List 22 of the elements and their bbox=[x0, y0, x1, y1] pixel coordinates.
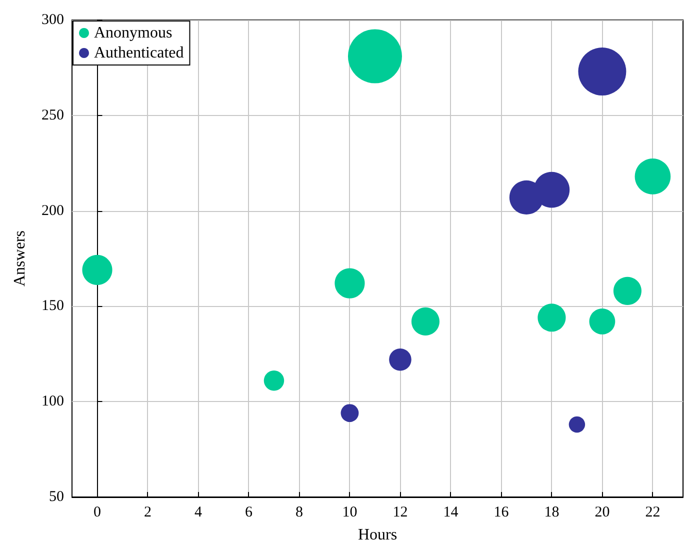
x-tick-label: 0 bbox=[94, 504, 101, 520]
y-tick-label: 100 bbox=[42, 394, 64, 410]
x-tick-label: 14 bbox=[443, 504, 459, 520]
y-tick-label: 150 bbox=[42, 298, 64, 314]
x-tick-label: 6 bbox=[244, 504, 253, 520]
x-tick-label: 2 bbox=[144, 504, 152, 520]
y-tick-label: 300 bbox=[42, 12, 64, 28]
x-tick-label: 16 bbox=[494, 504, 510, 520]
x-tick-label: 10 bbox=[342, 504, 358, 520]
y-tick-label: 200 bbox=[42, 202, 64, 219]
y-tick-label: 250 bbox=[42, 107, 64, 124]
x-tick-label: 4 bbox=[194, 504, 202, 520]
y-axis-title: Answers bbox=[12, 230, 28, 286]
legend-label: Authenticated bbox=[94, 44, 184, 62]
x-tick-label: 22 bbox=[645, 504, 660, 520]
x-tick-label: 18 bbox=[544, 504, 560, 520]
y-tick-label: 50 bbox=[49, 489, 64, 505]
x-tick-label: 8 bbox=[295, 504, 303, 520]
legend-label: Anonymous bbox=[94, 24, 172, 42]
x-tick-label: 12 bbox=[392, 504, 408, 520]
x-axis-title: Hours bbox=[358, 526, 398, 544]
x-tick-label: 20 bbox=[594, 504, 610, 520]
